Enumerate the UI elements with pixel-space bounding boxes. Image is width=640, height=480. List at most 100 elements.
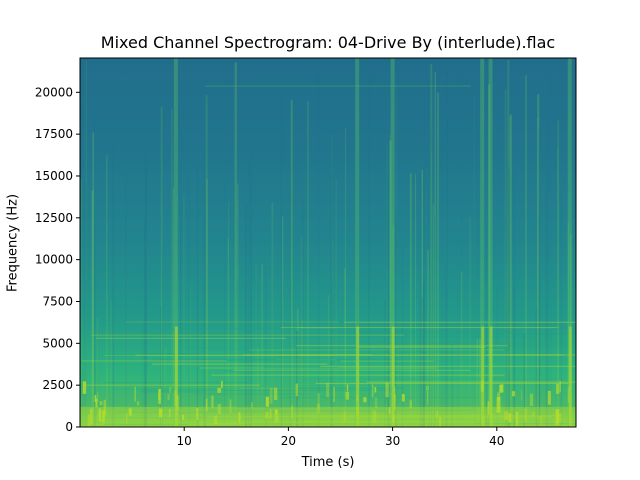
- spectral-streak: [94, 224, 97, 427]
- harmonic-line: [248, 349, 504, 351]
- spectral-streak: [525, 75, 527, 427]
- spectral-streak: [162, 244, 164, 427]
- energy-blob: [394, 394, 396, 410]
- spectral-streak: [567, 222, 569, 427]
- spectral-streak: [423, 90, 425, 427]
- energy-blob: [229, 399, 232, 414]
- spectral-streak: [96, 317, 99, 427]
- spectral-streak: [105, 371, 108, 427]
- y-tick-label: 7500: [42, 294, 73, 308]
- harmonic-line: [212, 422, 476, 424]
- energy-blob: [251, 402, 253, 409]
- spectral-streak: [335, 179, 338, 427]
- spectral-streak: [204, 187, 206, 427]
- energy-blob: [213, 415, 218, 425]
- y-tick-label: 5000: [42, 336, 73, 350]
- harmonic-line: [243, 354, 565, 356]
- energy-blob: [82, 381, 87, 394]
- harmonic-line: [225, 371, 400, 373]
- energy-blob: [401, 394, 405, 402]
- vertical-event-core: [481, 326, 485, 427]
- spectral-streak: [85, 60, 87, 427]
- spectral-streak: [332, 239, 334, 427]
- energy-blob: [158, 388, 161, 404]
- energy-blob: [532, 412, 535, 417]
- energy-blob: [374, 387, 377, 393]
- spectral-streak: [281, 215, 284, 427]
- spectral-streak: [504, 89, 507, 427]
- spectral-streak: [144, 155, 147, 427]
- spectral-streak: [94, 107, 95, 427]
- harmonic-line: [320, 365, 576, 367]
- harmonic-line: [274, 387, 404, 389]
- spectral-streak: [164, 347, 166, 427]
- spectral-streak: [271, 216, 273, 427]
- spectral-streak: [421, 296, 424, 427]
- x-tick-label: 10: [177, 434, 192, 448]
- y-axis: 0 2500 5000 7500 10000 12500 15000 17500 20000: [35, 85, 80, 434]
- harmonic-line: [104, 423, 188, 425]
- harmonic-line: [195, 336, 531, 338]
- energy-blob: [290, 405, 294, 419]
- harmonic-line: [240, 334, 294, 336]
- spectral-streak: [539, 212, 540, 427]
- energy-blob: [529, 393, 534, 406]
- energy-blob: [333, 386, 335, 402]
- energy-blob: [547, 390, 551, 405]
- y-tick-label: 20000: [35, 85, 73, 99]
- harmonic-line: [152, 328, 394, 330]
- spectral-streak: [203, 143, 206, 427]
- spectral-streak: [289, 160, 292, 427]
- spectral-streak: [557, 148, 559, 427]
- spectral-streak: [228, 201, 230, 427]
- spectral-streak: [290, 99, 293, 427]
- spectral-streak: [250, 153, 252, 427]
- energy-blob: [345, 391, 350, 400]
- energy-blob: [137, 401, 139, 406]
- harmonic-line: [196, 393, 310, 395]
- spectral-streak: [160, 106, 163, 427]
- spectral-streak: [469, 217, 472, 427]
- energy-blob: [103, 399, 106, 416]
- vertical-event-core: [391, 326, 395, 427]
- harmonic-line: [333, 331, 514, 333]
- spectral-streak: [507, 60, 510, 427]
- energy-blob: [269, 387, 273, 404]
- spectral-streak: [441, 96, 443, 427]
- spectral-streak: [330, 155, 333, 427]
- harmonic-line: [281, 397, 479, 399]
- harmonic-line: [95, 337, 287, 339]
- energy-blob: [168, 386, 172, 393]
- spectral-streak: [505, 116, 507, 427]
- vertical-event: [488, 58, 493, 427]
- spectral-streak: [546, 98, 549, 427]
- spectral-streak: [301, 236, 303, 427]
- spectral-streak: [173, 186, 174, 427]
- harmonic-line: [330, 333, 576, 335]
- energy-blob: [567, 387, 570, 403]
- spectral-streak: [188, 174, 190, 427]
- vertical-event: [173, 58, 178, 427]
- energy-blob: [102, 410, 105, 423]
- harmonic-line: [155, 359, 400, 361]
- spectral-streak: [513, 169, 516, 427]
- spectral-streak: [384, 301, 386, 427]
- spectral-streak: [244, 204, 247, 427]
- energy-blob: [487, 401, 490, 415]
- x-tick-label: 30: [385, 434, 400, 448]
- spectral-streak: [427, 316, 428, 427]
- energy-blob: [217, 403, 222, 415]
- spectral-streak: [428, 141, 430, 427]
- harmonic-line: [135, 354, 491, 356]
- spectral-streak: [432, 203, 435, 427]
- high-tone-line: [205, 85, 471, 87]
- harmonic-line: [140, 391, 203, 393]
- energy-blob: [508, 413, 512, 423]
- spectral-streak: [392, 224, 395, 427]
- spectral-streak: [389, 134, 391, 427]
- spectral-streak: [430, 63, 433, 427]
- plot-frame: [79, 57, 577, 428]
- spectral-streak: [474, 111, 476, 427]
- spectral-streak: [446, 72, 448, 427]
